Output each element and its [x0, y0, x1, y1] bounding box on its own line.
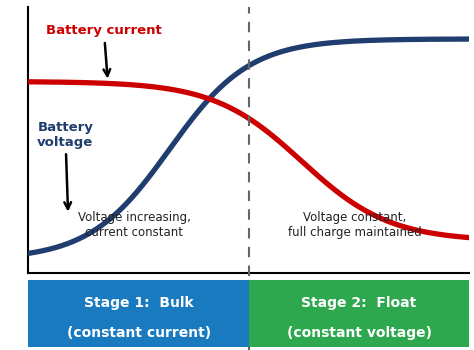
Text: Voltage increasing,
current constant: Voltage increasing, current constant — [78, 211, 191, 239]
Text: Stage 1:  Bulk: Stage 1: Bulk — [84, 296, 193, 310]
Text: Battery
voltage: Battery voltage — [37, 121, 93, 209]
Text: Stage 2:  Float: Stage 2: Float — [301, 296, 417, 310]
Text: Voltage constant,
full charge maintained: Voltage constant, full charge maintained — [288, 211, 421, 239]
Text: (constant current): (constant current) — [66, 326, 211, 340]
Text: (constant voltage): (constant voltage) — [287, 326, 431, 340]
Text: Battery current: Battery current — [46, 25, 162, 76]
